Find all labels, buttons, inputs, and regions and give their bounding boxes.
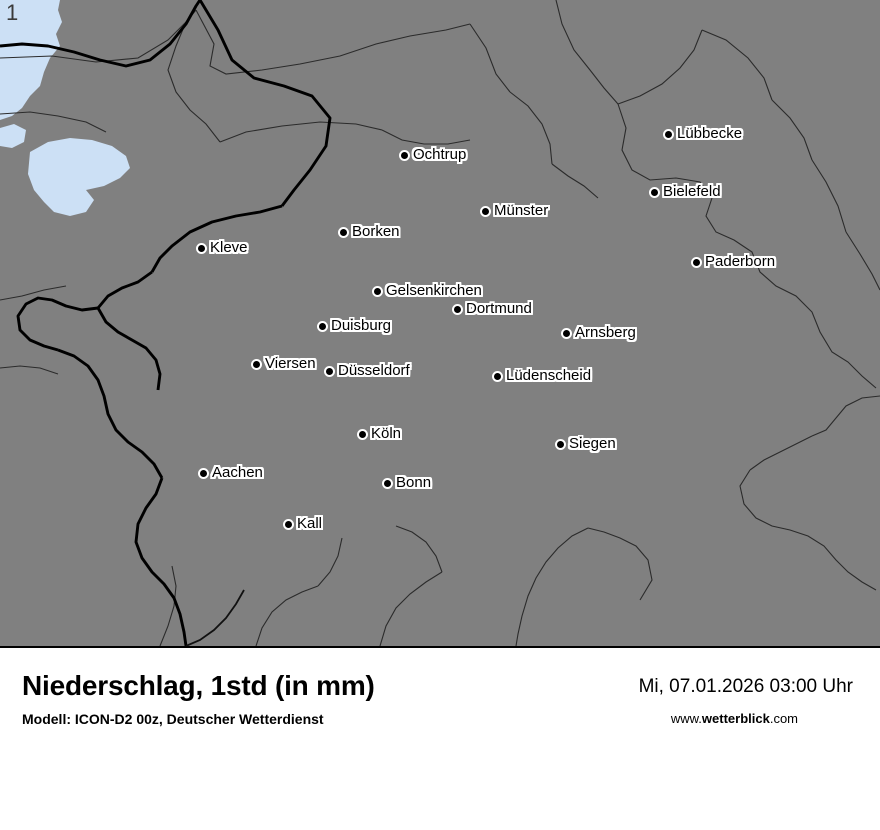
city-label: Lübbecke [677, 125, 743, 142]
valid-time-label: Mi, 07.01.2026 03:00 Uhr [638, 676, 853, 697]
city-dot-icon [195, 242, 207, 254]
city-label: Köln [371, 425, 402, 442]
city-dot-icon [648, 186, 660, 198]
map-footer: Niederschlag, 1std (in mm) Modell: ICON-… [0, 648, 880, 830]
city-dot-icon [282, 518, 294, 530]
city-dot-icon [690, 256, 702, 268]
precipitation-map[interactable]: 1 Ochtrup Lübbecke Bielefeld Münster Bor… [0, 0, 880, 648]
map-geometry [0, 0, 880, 646]
city-label: Duisburg [331, 317, 392, 334]
city-label: Ochtrup [413, 146, 467, 163]
city-dot-icon [554, 438, 566, 450]
model-subtitle: Modell: ICON-D2 00z, Deutscher Wetterdie… [22, 711, 324, 727]
city-label: Kall [297, 515, 323, 532]
site-brand: wetterblick [701, 711, 770, 726]
city-dot-icon [479, 205, 491, 217]
city-dot-icon [662, 128, 674, 140]
city-dot-icon [560, 327, 572, 339]
city-dot-icon [250, 358, 262, 370]
city-label: Kleve [210, 239, 248, 256]
map-corner-label: 1 [6, 0, 19, 25]
city-label: Bonn [396, 474, 432, 491]
city-label: Paderborn [705, 253, 776, 270]
city-label: Gelsenkirchen [386, 282, 482, 299]
city-label: Bielefeld [663, 183, 721, 200]
precipitation-overlay [0, 0, 130, 216]
site-prefix: www. [670, 711, 702, 726]
city-dot-icon [356, 428, 368, 440]
city-dot-icon [197, 467, 209, 479]
city-label: Siegen [569, 435, 616, 452]
city-label: Düsseldorf [338, 362, 410, 379]
city-label: Viersen [265, 355, 316, 372]
city-dot-icon [491, 370, 503, 382]
city-dot-icon [381, 477, 393, 489]
city-label: Borken [352, 223, 400, 240]
city-dot-icon [371, 285, 383, 297]
city-dot-icon [398, 149, 410, 161]
district-borders [0, 0, 880, 646]
city-dot-icon [323, 365, 335, 377]
city-dot-icon [337, 226, 349, 238]
city-dot-icon [316, 320, 328, 332]
city-label: Lüdenscheid [506, 367, 592, 384]
state-boundary [185, 589, 245, 646]
city-label: Münster [494, 202, 549, 219]
site-suffix: .com [769, 711, 798, 726]
national-borders [0, 0, 332, 646]
city-label: Aachen [212, 464, 263, 481]
city-dot-icon [451, 303, 463, 315]
city-label: Dortmund [466, 300, 532, 317]
site-credit: www.wetterblick.com [671, 711, 798, 726]
city-label: Arnsberg [575, 324, 636, 341]
page-title: Niederschlag, 1std (in mm) [22, 670, 375, 701]
